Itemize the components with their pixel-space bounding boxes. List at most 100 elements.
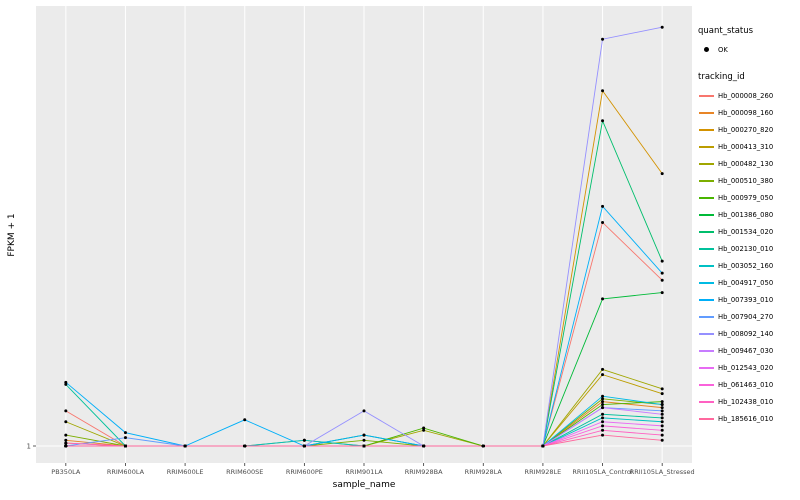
legend-item-label: Hb_000510_380 (718, 176, 774, 185)
x-tick-label: RRIM928LA (465, 468, 503, 476)
series-line-icon (698, 206, 715, 223)
data-point (64, 409, 68, 413)
data-point (660, 25, 664, 29)
legend-item-label: Hb_185616_010 (718, 414, 774, 423)
data-point (362, 444, 366, 448)
series-line-icon (698, 410, 715, 427)
data-point (660, 172, 664, 176)
data-point (660, 424, 664, 428)
data-point (64, 420, 68, 424)
series-line-icon (698, 223, 715, 240)
data-point (660, 433, 664, 437)
series-line-icon (698, 342, 715, 359)
legend-item-tracking: Hb_001386_080 (698, 206, 798, 223)
data-point (660, 392, 664, 396)
data-point (660, 271, 664, 275)
data-point (660, 259, 664, 263)
legend-item-tracking: Hb_007904_270 (698, 308, 798, 325)
y-axis-title: FPKM + 1 (7, 213, 17, 257)
data-point (64, 441, 68, 445)
data-point (64, 433, 68, 437)
legend-item-tracking: Hb_001534_020 (698, 223, 798, 240)
data-point (183, 444, 187, 448)
legend-item-label: Hb_000413_310 (718, 142, 774, 151)
x-tick-label: RRII105LA_Stressed (630, 468, 695, 476)
data-point (660, 291, 664, 295)
legend-item-tracking: Hb_000413_310 (698, 138, 798, 155)
legend-item-tracking: Hb_000098_160 (698, 104, 798, 121)
series-line-icon (698, 138, 715, 155)
data-point (601, 394, 605, 398)
data-point (601, 89, 605, 93)
legend-item-label: Hb_061463_010 (718, 380, 774, 389)
series-line-icon (698, 257, 715, 274)
legend-item-tracking: Hb_000482_130 (698, 155, 798, 172)
legend-item-label: Hb_002130_010 (718, 244, 774, 253)
data-point (601, 37, 605, 41)
x-tick-label: RRIM901LA (345, 468, 383, 476)
legend-item-tracking: Hb_000008_260 (698, 87, 798, 104)
x-tick-label: RRIM600LE (167, 468, 204, 476)
legend-item-label: Hb_012543_020 (718, 363, 774, 372)
legend-item-label: Hb_000482_130 (718, 159, 774, 168)
data-point (660, 416, 664, 420)
data-point (243, 444, 247, 448)
legend-title-quant-status: quant_status (698, 26, 754, 36)
data-point (601, 420, 605, 424)
series-line-icon (698, 274, 715, 291)
series-line-icon (698, 291, 715, 308)
legend-item-label: Hb_001534_020 (718, 227, 774, 236)
legend-item-tracking: Hb_000979_050 (698, 189, 798, 206)
x-tick-label: RRIM600PE (286, 468, 323, 476)
legend-item-label: Hb_004917_050 (718, 278, 774, 287)
data-point (601, 220, 605, 224)
data-point (123, 436, 127, 440)
data-point (601, 406, 605, 410)
data-point (660, 409, 664, 413)
data-point (601, 424, 605, 428)
legend-item-label: Hb_000270_820 (718, 125, 774, 134)
data-point (660, 400, 664, 404)
legend-item-label: OK (718, 45, 728, 54)
data-point (541, 444, 545, 448)
data-point (64, 444, 68, 448)
data-point (660, 403, 664, 407)
x-tick-label: RRIM600LA (107, 468, 145, 476)
series-line-icon (698, 376, 715, 393)
data-point (660, 406, 664, 410)
data-point (422, 426, 426, 430)
data-point (302, 444, 306, 448)
series-line-icon (698, 240, 715, 257)
data-point (422, 444, 426, 448)
legend-item-tracking: Hb_102438_010 (698, 393, 798, 410)
data-point (123, 444, 127, 448)
legend-item-tracking: Hb_004917_050 (698, 274, 798, 291)
data-point (660, 278, 664, 282)
data-point (243, 418, 247, 422)
series-line-icon (698, 104, 715, 121)
data-point (660, 428, 664, 432)
data-point (601, 400, 605, 404)
x-axis-title: sample_name (332, 480, 396, 490)
legend-item-label: Hb_008092_140 (718, 329, 774, 338)
data-point (362, 438, 366, 442)
series-line-icon (698, 155, 715, 172)
legend-item-tracking: Hb_008092_140 (698, 325, 798, 342)
legend-item-label: Hb_007904_270 (718, 312, 774, 321)
legend-item-label: Hb_009467_030 (718, 346, 774, 355)
data-point (601, 397, 605, 401)
data-point (601, 416, 605, 420)
series-line-icon (698, 325, 715, 342)
legend-title-tracking-id: tracking_id (698, 72, 745, 82)
data-point (601, 367, 605, 371)
legend-item-label: Hb_000008_260 (718, 91, 774, 100)
series-line-icon (698, 172, 715, 189)
x-tick-label: RRIM928BA (405, 468, 443, 476)
data-point (64, 382, 68, 386)
data-point (660, 420, 664, 424)
legend-item-ok: OK (698, 41, 798, 58)
legend-item-tracking: Hb_009467_030 (698, 342, 798, 359)
data-point (362, 409, 366, 413)
data-point (660, 412, 664, 416)
